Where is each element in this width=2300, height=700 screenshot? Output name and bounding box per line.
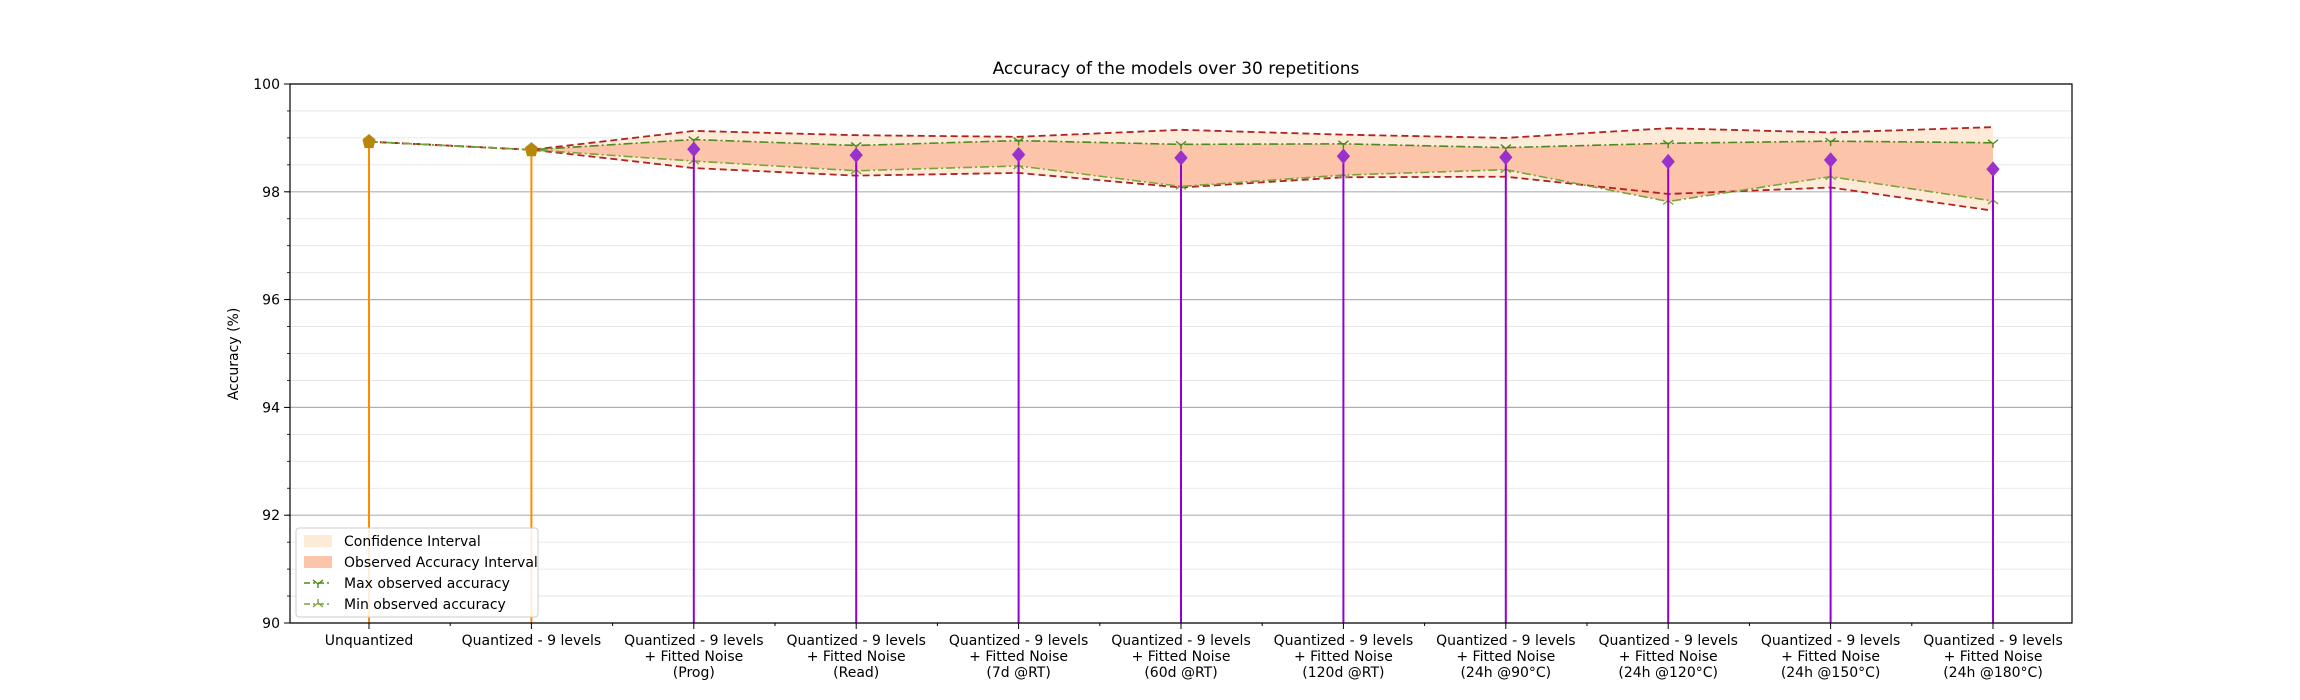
x-tick-label-line: (60d @RT) — [1144, 665, 1217, 681]
x-tick-label: Quantized - 9 levels + Fitted Noise (24h @… — [1761, 633, 1900, 681]
max-accuracy-marker — [1175, 140, 1187, 150]
accuracy-marker — [1011, 146, 1026, 163]
x-tick-label: Unquantized — [325, 633, 414, 649]
x-tick-label-line: + Fitted Noise — [1944, 649, 2043, 665]
x-tick-label-line: + Fitted Noise — [644, 649, 743, 665]
accuracy-marker — [1661, 153, 1675, 170]
legend: Confidence Interval Observed Accuracy Int… — [295, 527, 539, 618]
x-tick-label-line: (7d @RT) — [986, 665, 1050, 681]
accuracy-marker — [849, 147, 863, 163]
legend-marker-min — [312, 599, 324, 608]
accuracy-marker — [524, 142, 538, 157]
x-tick-label-line: (Prog) — [673, 665, 715, 681]
x-tick-label: Quantized - 9 levels + Fitted Noise (120d … — [1274, 633, 1413, 681]
x-tick-label-line: + Fitted Noise — [1781, 649, 1880, 665]
accuracy-marker — [687, 141, 701, 157]
x-tick-label-line: Unquantized — [325, 633, 414, 649]
legend-box — [295, 527, 539, 618]
x-tick-label: Quantized - 9 levels + Fitted Noise (Prog) — [624, 633, 763, 681]
x-tick-label-line: Quantized - 9 levels — [1598, 633, 1737, 649]
legend-marker-max — [312, 579, 324, 588]
x-tick-label-line: Quantized - 9 levels — [1274, 633, 1413, 649]
x-tick-label: Quantized - 9 levels — [462, 633, 601, 649]
y-tick-label: 100 — [253, 77, 280, 93]
y-tick-label: 98 — [262, 185, 280, 201]
x-tick-label: Quantized - 9 levels + Fitted Noise (24h @… — [1923, 633, 2062, 681]
legend-label: Min observed accuracy — [344, 597, 506, 613]
accuracy-marker — [1336, 148, 1351, 164]
legend-swatch-observed — [304, 556, 332, 568]
max-accuracy-marker — [1662, 139, 1674, 149]
x-tick-label-line: (24h @180°C) — [1943, 665, 2043, 681]
y-tick-label: 92 — [262, 508, 280, 524]
x-tick-label: Quantized - 9 levels + Fitted Noise (Read) — [786, 633, 925, 681]
x-tick-label: Quantized - 9 levels + Fitted Noise (60d @… — [1111, 633, 1250, 681]
legend-label: Confidence Interval — [344, 534, 481, 550]
x-tick-label-line: (120d @RT) — [1302, 665, 1384, 681]
x-tick-label: Quantized - 9 levels + Fitted Noise (24h @… — [1598, 633, 1737, 681]
x-tick-label-line: Quantized - 9 levels — [786, 633, 925, 649]
y-axis-label: Accuracy (%) — [226, 308, 242, 401]
max-accuracy-marker — [1013, 137, 1025, 146]
x-tick-label-line: Quantized - 9 levels — [949, 633, 1088, 649]
x-tick-label-line: Quantized - 9 levels — [1436, 633, 1575, 649]
chart-title: Accuracy of the models over 30 repetitio… — [993, 59, 1360, 79]
accuracy-marker — [1174, 150, 1188, 166]
x-tick-label-line: + Fitted Noise — [1456, 649, 1555, 665]
x-tick-label: Quantized - 9 levels + Fitted Noise (7d @R… — [949, 633, 1088, 681]
y-tick-label: 90 — [262, 616, 280, 632]
legend-swatch-confidence — [304, 535, 332, 547]
x-tick-label-line: + Fitted Noise — [1294, 649, 1393, 665]
x-tick-label-line: Quantized - 9 levels — [462, 633, 601, 649]
accuracy-marker — [362, 134, 376, 149]
legend-label: Max observed accuracy — [344, 576, 510, 592]
max-accuracy-marker — [1337, 140, 1349, 149]
accuracy-stems — [362, 134, 2000, 623]
legend-label: Observed Accuracy Interval — [344, 555, 538, 571]
x-tick-label-line: Quantized - 9 levels — [1111, 633, 1250, 649]
max-accuracy-marker — [1987, 139, 1999, 148]
max-accuracy-line — [368, 138, 1994, 151]
ci-upper-line — [368, 126, 1994, 151]
y-tick-label: 96 — [262, 293, 280, 309]
accuracy-marker — [1986, 161, 2000, 177]
x-tick-label: Quantized - 9 levels + Fitted Noise (24h @… — [1436, 633, 1575, 681]
x-tick-label-line: Quantized - 9 levels — [1923, 633, 2062, 649]
x-tick-label-line: + Fitted Noise — [1619, 649, 1718, 665]
x-tick-label-line: Quantized - 9 levels — [624, 633, 763, 649]
x-tick-label-line: (24h @150°C) — [1781, 665, 1881, 681]
x-tick-label-line: (24h @90°C) — [1460, 665, 1551, 681]
x-tick-label-line: + Fitted Noise — [807, 649, 906, 665]
y-tick-label: 94 — [262, 400, 280, 416]
max-accuracy-marker — [1825, 137, 1837, 147]
x-tick-label-line: Quantized - 9 levels — [1761, 633, 1900, 649]
x-tick-label-line: (24h @120°C) — [1618, 665, 1718, 681]
accuracy-marker — [1823, 152, 1838, 168]
accuracy-marker — [1499, 149, 1513, 166]
x-tick-label-line: (Read) — [833, 665, 879, 681]
axes: 90 92 94 96 98 100 Unquantized Quantized - 9 le… — [253, 77, 2073, 681]
x-tick-label-line: + Fitted Noise — [1132, 649, 1231, 665]
x-tick-label-line: + Fitted Noise — [969, 649, 1068, 665]
